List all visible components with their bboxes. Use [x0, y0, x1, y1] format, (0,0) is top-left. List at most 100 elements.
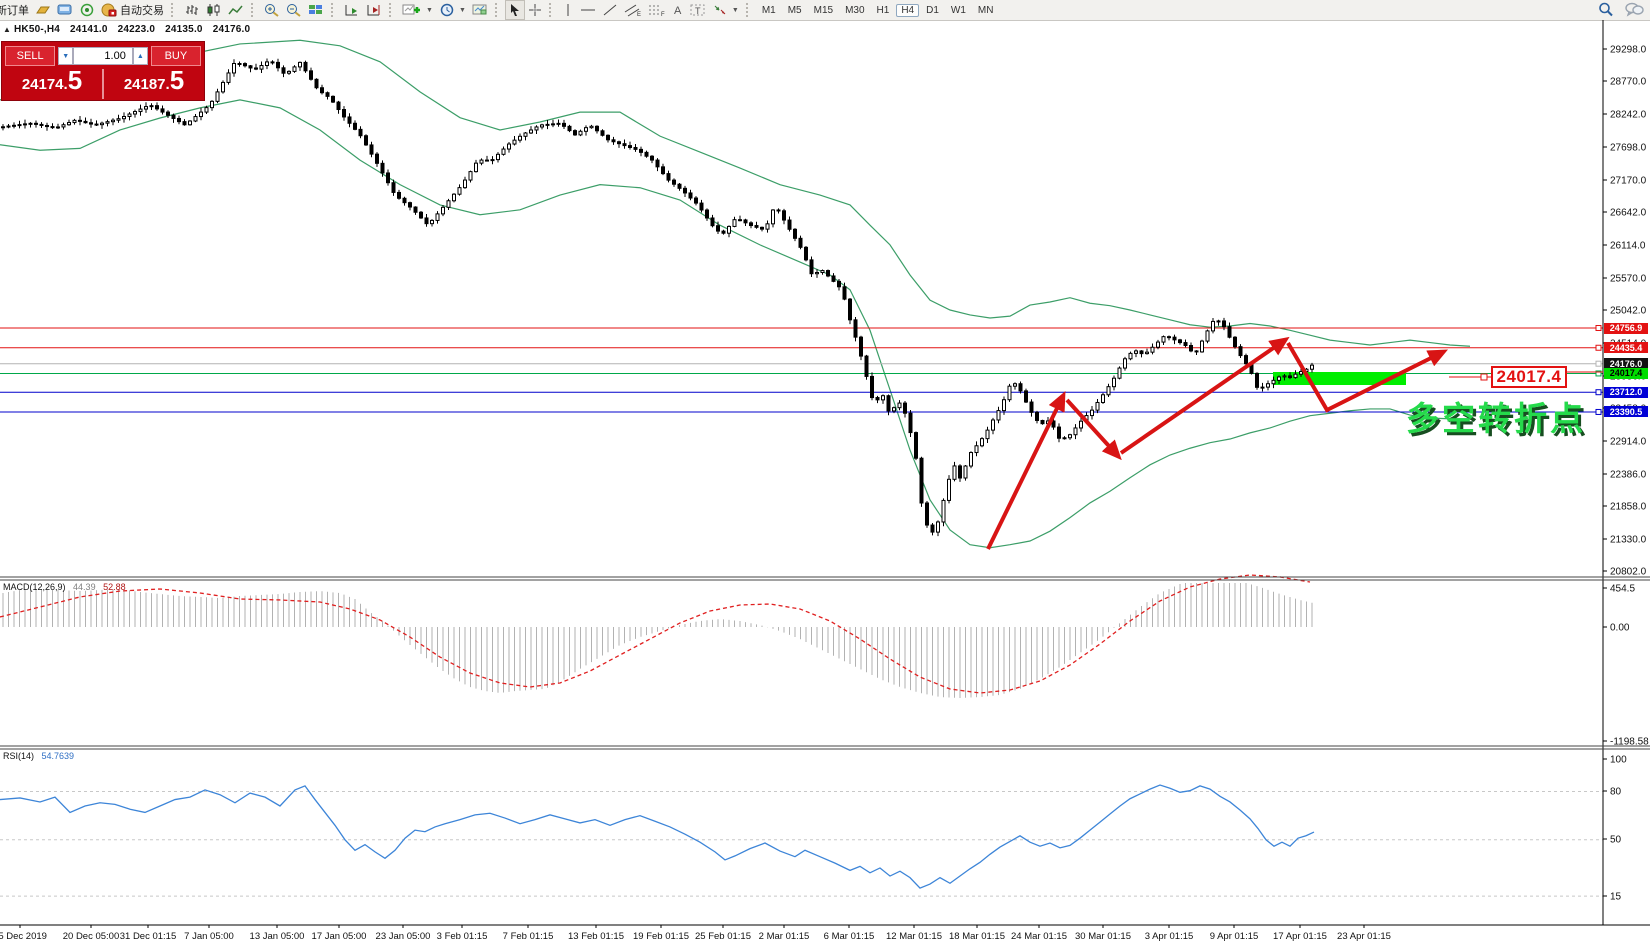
candle	[446, 200, 451, 208]
arrows-tool[interactable]: ▼	[709, 1, 742, 19]
timeframe-m15[interactable]: M15	[813, 4, 834, 16]
timeframe-m5[interactable]: M5	[787, 4, 802, 16]
text-label-tool[interactable]: T	[687, 1, 709, 19]
volume-decrease-button[interactable]: ▼	[58, 47, 74, 65]
timeframe-w1[interactable]: W1	[950, 4, 966, 16]
dropdown-arrow-icon: ▼	[426, 6, 433, 14]
zoom-out-button[interactable]	[283, 1, 305, 19]
candle	[1051, 420, 1056, 428]
candle	[864, 355, 869, 377]
autotrading-button[interactable]: 自动交易	[98, 1, 167, 19]
candle	[974, 445, 979, 454]
candle	[237, 62, 242, 65]
time-tick-label: 3 Apr 01:15	[1145, 931, 1194, 942]
candle	[815, 272, 819, 275]
zoom-in-button[interactable]	[261, 1, 283, 19]
trend-arrow[interactable]	[1065, 398, 1122, 461]
drawn-objects[interactable]	[986, 336, 1603, 550]
signals-icon[interactable]	[76, 1, 98, 19]
horizontal-line-tool[interactable]	[577, 1, 599, 19]
time-tick-label: 23 Apr 01:15	[1337, 931, 1391, 942]
sell-button[interactable]: SELL	[5, 46, 56, 66]
tile-windows-button[interactable]	[305, 1, 327, 19]
axis-tick-label: 27170.0	[1610, 176, 1647, 187]
text-tool[interactable]: A	[669, 1, 687, 19]
indicators-button[interactable]: ▼	[399, 1, 436, 19]
candle	[298, 61, 302, 68]
candle	[600, 130, 605, 136]
candle	[23, 123, 27, 126]
timeframe-h4[interactable]: H4	[896, 3, 920, 17]
candle	[595, 125, 599, 132]
callout-handle[interactable]	[1480, 373, 1488, 381]
candle	[617, 141, 621, 145]
candle	[1073, 427, 1078, 436]
volume-increase-button[interactable]: ▲	[132, 47, 148, 65]
templates-button[interactable]	[469, 1, 491, 19]
search-icon[interactable]	[1598, 2, 1614, 20]
candle	[639, 148, 643, 153]
chart-shift-button[interactable]	[363, 1, 385, 19]
terminal-icon[interactable]	[54, 1, 76, 19]
cursor-tool-button[interactable]	[504, 0, 525, 20]
candle	[435, 213, 440, 221]
level-handle[interactable]	[1595, 360, 1602, 367]
candle	[270, 61, 275, 64]
trendline-tool[interactable]	[599, 1, 621, 19]
candle	[182, 121, 187, 126]
candle	[644, 151, 649, 157]
candle	[1057, 426, 1061, 439]
candle	[281, 67, 286, 74]
periods-button[interactable]: ▼	[436, 1, 469, 19]
trend-arrow[interactable]	[1119, 336, 1290, 455]
bar-chart-button[interactable]	[181, 1, 203, 19]
buy-price[interactable]: 24187 . 5	[104, 67, 204, 99]
candle	[353, 122, 357, 130]
candle	[314, 78, 319, 89]
candle	[683, 187, 687, 194]
candle	[226, 72, 231, 83]
candle	[100, 122, 104, 126]
candle	[1288, 375, 1292, 379]
timeframe-d1[interactable]: D1	[926, 4, 939, 16]
candle	[826, 270, 830, 277]
axis-tick-label: 28242.0	[1610, 110, 1647, 121]
candle	[331, 95, 335, 103]
buy-button[interactable]: BUY	[150, 46, 201, 66]
turning-point-annotation[interactable]: 多空转折点	[1406, 400, 1586, 437]
line-chart-button[interactable]	[225, 1, 247, 19]
level-handle[interactable]	[1595, 370, 1602, 377]
price-callout-label[interactable]: 24017.4	[1491, 366, 1567, 388]
candle	[688, 192, 693, 199]
candle	[45, 124, 49, 128]
timeframe-h1[interactable]: H1	[876, 4, 890, 16]
auto-scroll-button[interactable]	[341, 1, 363, 19]
timeframe-mn[interactable]: MN	[977, 4, 994, 16]
candlestick-chart-button[interactable]	[203, 1, 225, 19]
level-handle[interactable]	[1595, 325, 1602, 332]
candle	[1079, 420, 1083, 429]
crosshair-tool-button[interactable]	[525, 1, 545, 19]
equidistant-channel-tool[interactable]: E	[621, 1, 645, 19]
level-handle[interactable]	[1595, 389, 1602, 396]
history-center-icon[interactable]	[32, 1, 54, 19]
trend-arrow[interactable]	[986, 390, 1066, 550]
level-handle[interactable]	[1595, 408, 1602, 415]
ohlc-marker-icon[interactable]: ▲	[3, 25, 11, 34]
time-tick-label: 13 Jan 05:00	[250, 931, 305, 942]
sell-price[interactable]: 24174 . 5	[2, 67, 102, 99]
vertical-line-tool[interactable]	[559, 1, 577, 19]
candle	[1293, 373, 1298, 379]
candle	[347, 116, 352, 124]
chat-icon[interactable]	[1624, 2, 1644, 20]
chart-canvas[interactable]: 29298.0 28770.0 28242.0 27698.0 27170.0 26642…	[0, 20, 1650, 944]
level-handle[interactable]	[1595, 344, 1602, 351]
fibonacci-tool[interactable]: F	[645, 1, 669, 19]
timeframe-m30[interactable]: M30	[845, 4, 865, 16]
volume-input[interactable]: 1.00	[73, 47, 133, 65]
candle	[941, 499, 946, 523]
new-order-button[interactable]: 新订单	[0, 1, 32, 19]
axis-tick-label: 454.5	[1610, 584, 1635, 595]
timeframe-m1[interactable]: M1	[761, 4, 776, 16]
trend-arrow[interactable]	[1286, 341, 1449, 413]
